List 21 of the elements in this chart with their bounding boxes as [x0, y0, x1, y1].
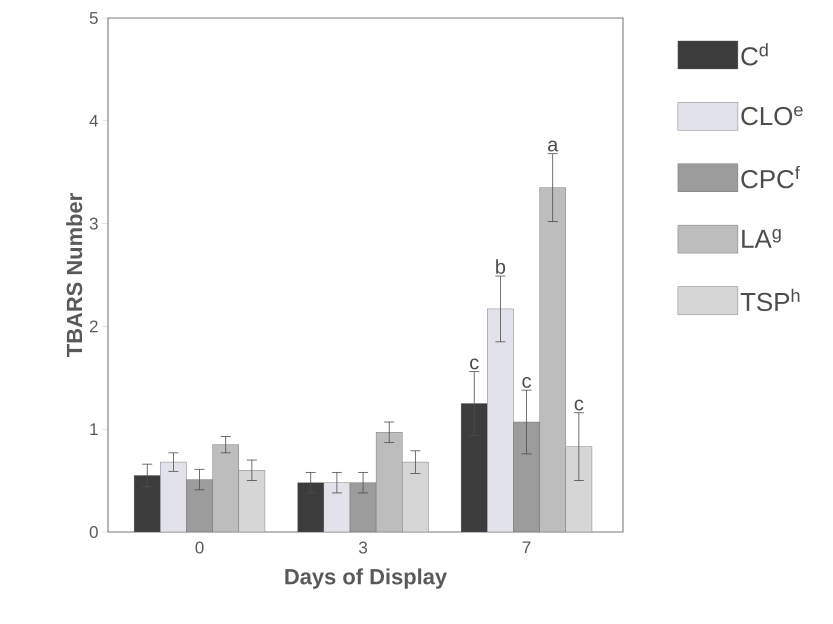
annotation: a [548, 140, 558, 152]
y-tick-label: 0 [90, 526, 98, 538]
y-tick-label: 1 [90, 423, 98, 436]
y-tick-label: 4 [89, 114, 98, 127]
annotation: c [522, 377, 532, 388]
y-axis-title: TBARS Number [66, 193, 82, 357]
x-tick-label: 7 [522, 542, 530, 554]
y-tick-label: 3 [90, 218, 98, 230]
y-tick-label: 2 [90, 320, 98, 332]
legend-label: CLO$^{e}$ [741, 106, 803, 126]
y-tick-label: 5 [90, 12, 98, 24]
x-tick-label: 0 [196, 542, 204, 554]
legend-label: TSP$^{h}$ [740, 288, 800, 312]
annotation: b [496, 259, 506, 274]
x-tick-label: 3 [358, 542, 368, 554]
x-axis-title: Days of Display [285, 568, 447, 589]
legend-label: C$^{d}$ [741, 43, 768, 66]
legend-label: LA$^{g}$ [742, 229, 781, 248]
legend-label: CPC$^{f}$ [741, 166, 800, 188]
annotation: c [470, 358, 479, 370]
annotation: c [574, 400, 584, 411]
